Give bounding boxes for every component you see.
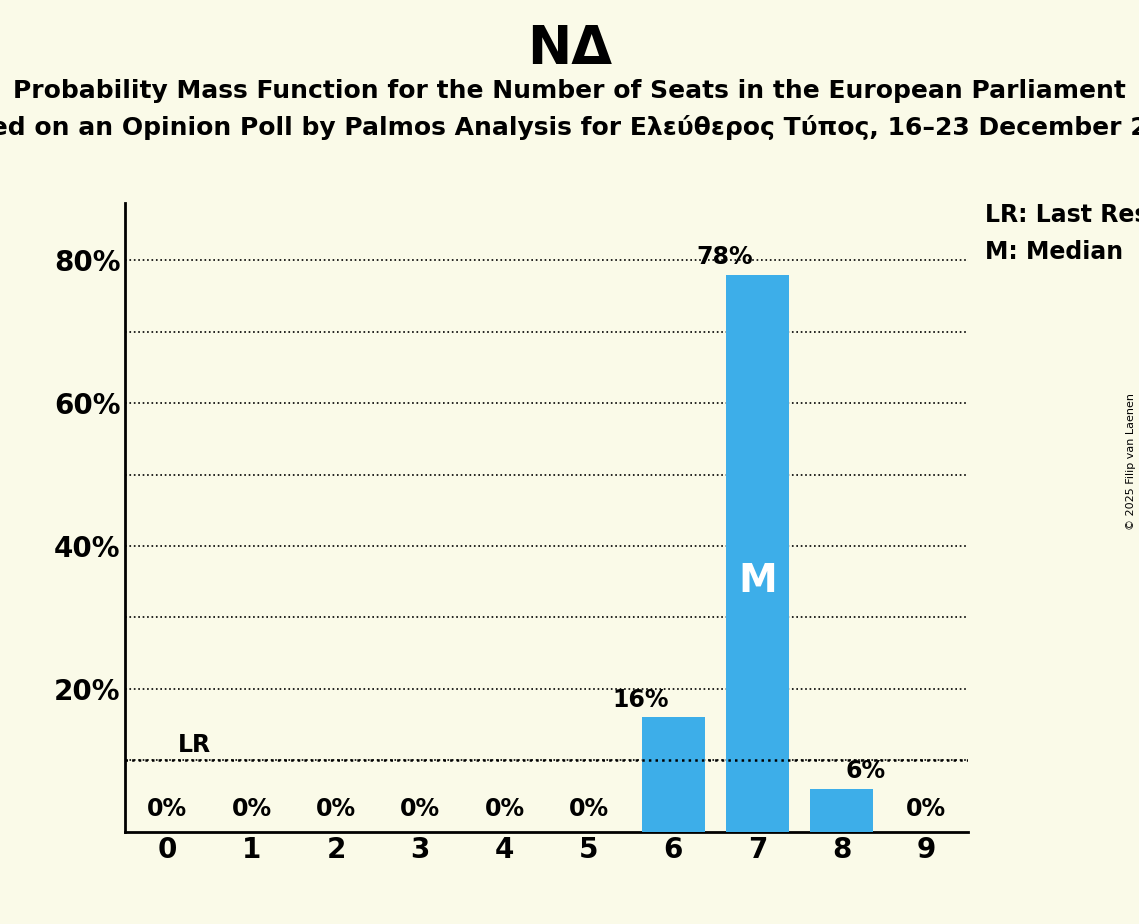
Text: LR: Last Result: LR: Last Result (985, 203, 1139, 227)
Text: 0%: 0% (147, 796, 188, 821)
Text: M: M (738, 562, 777, 600)
Bar (641, 717, 705, 832)
Text: Based on an Opinion Poll by Palmos Analysis for Ελεύθερος Τύπος, 16–23 December : Based on an Opinion Poll by Palmos Analy… (0, 116, 1139, 140)
Bar (810, 789, 874, 832)
Text: Probability Mass Function for the Number of Seats in the European Parliament: Probability Mass Function for the Number… (13, 79, 1126, 103)
Text: 0%: 0% (568, 796, 609, 821)
Text: ΝΔ: ΝΔ (527, 23, 612, 75)
Text: 0%: 0% (400, 796, 441, 821)
Text: 0%: 0% (316, 796, 357, 821)
Text: LR: LR (178, 733, 211, 757)
Text: 0%: 0% (231, 796, 272, 821)
Text: 6%: 6% (846, 759, 886, 783)
Text: 78%: 78% (697, 245, 753, 269)
Text: 0%: 0% (484, 796, 525, 821)
Text: 16%: 16% (613, 687, 669, 711)
Text: © 2025 Filip van Laenen: © 2025 Filip van Laenen (1125, 394, 1136, 530)
Bar (726, 274, 789, 832)
Text: M: Median: M: Median (985, 240, 1123, 264)
Text: 0%: 0% (906, 796, 947, 821)
